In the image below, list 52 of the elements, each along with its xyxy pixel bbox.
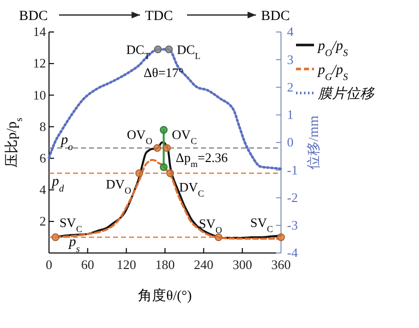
legend-label: 膜片位移	[317, 86, 375, 102]
annotation: DV$_{O}$	[106, 176, 132, 196]
annotation: OV$_{O}$	[126, 127, 153, 146]
y-tick-label: 6	[40, 150, 46, 166]
point	[214, 233, 222, 242]
annotation: Δp$_{m}$=2.36	[176, 150, 228, 170]
x-tick-label: 300	[232, 257, 252, 272]
annotation: DC$_{T}$	[126, 42, 150, 62]
y-tick-label: 4	[40, 182, 46, 198]
point	[52, 233, 60, 242]
x-tick-label: 120	[116, 257, 136, 272]
y2-tick-label: -3	[287, 218, 298, 233]
y-tick-label: 10	[33, 87, 46, 102]
x-tick-label: 60	[81, 257, 94, 272]
point	[135, 169, 144, 178]
y2-axis-title: 位移/mm	[306, 116, 322, 170]
text: BDC	[19, 9, 48, 24]
ref-line-label: p$_{o}$	[60, 133, 73, 153]
point	[160, 163, 168, 172]
y-tick-label: 14	[33, 24, 46, 40]
x-axis-title: 角度θ/(°)	[138, 288, 192, 304]
y2-tick-label: 1	[287, 107, 294, 122]
x-tick-label: 240	[194, 257, 214, 272]
x-tick-label: 180	[155, 257, 175, 272]
ref-line-label: p$_{d}$	[51, 174, 64, 194]
annotation: DV$_{C}$	[179, 179, 204, 198]
annotation: SV$_{O}$	[198, 216, 223, 236]
annotation: DC$_{L}$	[176, 42, 201, 62]
point	[163, 144, 171, 152]
y2-tick-label: 4	[287, 24, 294, 40]
point	[277, 233, 285, 242]
y-tick-label: 2	[40, 214, 46, 229]
annotation: SV$_{C}$	[59, 215, 82, 234]
point	[153, 144, 162, 152]
y2-tick-label: -2	[287, 190, 298, 205]
y-tick-label: 8	[40, 118, 46, 134]
text: TDC	[145, 9, 173, 24]
legend-label: p$_{O}$/p$_{S}$	[317, 39, 348, 58]
point	[166, 169, 174, 178]
y2-tick-label: 2	[287, 79, 294, 94]
y2-tick-label: 3	[287, 52, 294, 67]
text: BDC	[261, 9, 290, 24]
annotation: Δθ=17°	[144, 65, 184, 80]
point	[160, 126, 168, 134]
annotation: SV$_{C}$	[250, 215, 273, 234]
y2-tick-label: 0	[287, 134, 294, 150]
x-tick-label: 0	[46, 257, 52, 272]
y2-tick-label: -1	[287, 162, 298, 178]
annotation: OV$_{C}$	[172, 127, 197, 146]
ref-line-label: p$_{s}$	[68, 235, 80, 255]
y-tick-label: 12	[33, 56, 46, 71]
legend-label: p$_{G}$/p$_{S}$	[317, 63, 348, 82]
